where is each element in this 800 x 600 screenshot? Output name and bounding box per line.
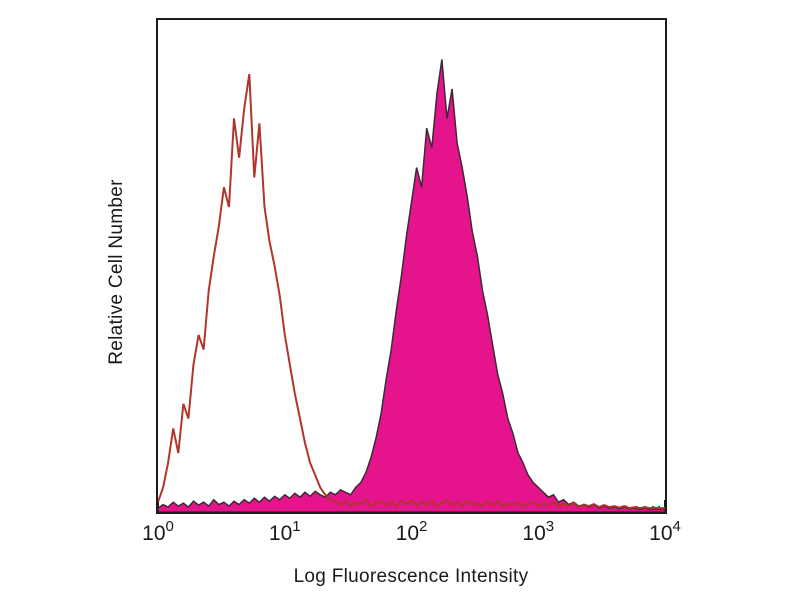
x-tick-base: 10	[395, 522, 420, 545]
x-tick-base: 10	[268, 522, 293, 545]
x-tick-exponent: 0	[165, 517, 174, 535]
x-tick-label-10e1: 101	[268, 519, 301, 546]
x-tick-labels: 100 101 102 103 104	[142, 519, 681, 556]
x-tick-base: 10	[649, 522, 673, 545]
y-axis-label: Relative Cell Number	[106, 179, 127, 365]
histogram-canvas	[158, 59, 665, 512]
x-tick-base: 10	[142, 522, 166, 545]
x-tick-base: 10	[522, 522, 546, 545]
x-tick-label-10e4: 104	[649, 519, 681, 546]
plot-area	[156, 18, 667, 514]
x-tick-label-10e3: 103	[522, 519, 554, 546]
x-tick-exponent: 1	[292, 517, 301, 535]
x-tick-label-10e0: 100	[142, 519, 174, 546]
open-red-histogram	[158, 73, 665, 510]
x-tick-exponent: 2	[419, 517, 428, 535]
x-axis-label: Log Fluorescence Intensity	[293, 566, 529, 587]
x-tick-exponent: 4	[672, 517, 681, 535]
x-tick-exponent: 3	[545, 517, 555, 535]
x-tick-label-10e2: 102	[395, 519, 428, 546]
